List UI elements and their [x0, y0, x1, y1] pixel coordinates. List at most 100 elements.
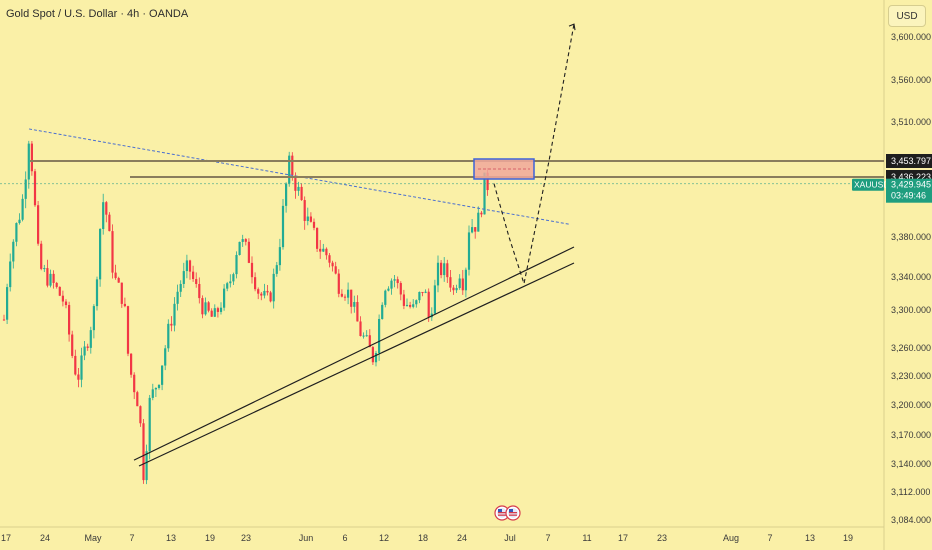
candle-body — [207, 302, 210, 311]
candle-body — [167, 323, 170, 349]
time-tick-label: Aug — [723, 533, 739, 543]
candle-body — [219, 307, 223, 312]
candle-body — [480, 212, 483, 215]
candle-body — [288, 155, 291, 184]
candle-body — [108, 214, 111, 232]
ascending-channel-line-2[interactable] — [138, 262, 575, 467]
time-tick-label: 7 — [545, 533, 550, 543]
candle-body — [483, 172, 486, 215]
price-axis[interactable]: 3,600.000 3,560.000 3,510.000 3,380.000 3,34… — [891, 32, 931, 525]
candle-body — [33, 171, 37, 206]
svg-text:3,436.223: 3,436.223 — [891, 172, 931, 182]
candle-body — [322, 248, 325, 252]
candle-body — [49, 273, 52, 286]
candle-body — [384, 290, 387, 305]
candle-body — [46, 268, 49, 286]
price-level-tag: 3,453.797 — [886, 154, 932, 168]
candle-body — [402, 294, 405, 306]
descending-trendline[interactable] — [28, 128, 570, 225]
time-tick-label: 17 — [1, 533, 11, 543]
time-tick-label: 23 — [657, 533, 667, 543]
price-tick-label: 3,600.000 — [891, 32, 931, 42]
candle-body — [294, 175, 297, 191]
candle-body — [424, 291, 427, 293]
candle-body — [378, 318, 381, 353]
candle-body — [281, 205, 285, 248]
price-tick-label: 3,510.000 — [891, 117, 931, 127]
candle-body — [278, 247, 281, 266]
candle-body — [9, 261, 12, 288]
candle-body — [148, 397, 151, 452]
candle-body — [213, 308, 216, 317]
candle-body — [74, 355, 77, 375]
currency-selector[interactable]: USD — [888, 5, 926, 27]
candle-body — [170, 323, 173, 326]
candle-body — [436, 262, 440, 286]
candle-body — [86, 346, 89, 348]
candle-body — [55, 282, 58, 287]
candle-body — [334, 266, 337, 274]
candle-body — [235, 254, 238, 275]
candle-body — [266, 290, 269, 293]
candle-body — [412, 304, 415, 307]
time-tick-label: 19 — [843, 533, 853, 543]
projected-path[interactable] — [493, 24, 575, 286]
candle-body — [353, 302, 356, 307]
candle-body — [452, 287, 455, 291]
price-tick-label: 3,230.000 — [891, 371, 931, 381]
price-tick-label: 3,170.000 — [891, 430, 931, 440]
candle-body — [142, 423, 145, 481]
candle-body — [381, 304, 384, 319]
candle-body — [117, 278, 120, 283]
candle-body — [443, 263, 446, 276]
candle-body — [77, 374, 80, 380]
candle-body — [303, 200, 306, 221]
candle-body — [297, 186, 300, 191]
candle-body — [316, 227, 319, 249]
symbol-label: XAUUSD — [854, 180, 889, 190]
candle-body — [232, 274, 235, 282]
candle-body — [356, 302, 359, 322]
time-tick-label: 7 — [129, 533, 134, 543]
time-tick-label: 11 — [582, 533, 591, 543]
candle-body — [40, 243, 43, 269]
candle-body — [272, 273, 275, 302]
time-tick-label: 7 — [767, 533, 772, 543]
candle-body — [120, 282, 123, 304]
candle-body — [347, 289, 350, 298]
candle-body — [306, 216, 309, 221]
candle-body — [71, 334, 74, 356]
candle-body — [24, 179, 27, 199]
candle-body — [182, 271, 185, 284]
candle-body — [154, 387, 157, 390]
candle-body — [325, 248, 328, 256]
candle-body — [204, 302, 207, 315]
candle-body — [427, 291, 430, 318]
time-tick-label: 24 — [457, 533, 467, 543]
candle-body — [114, 272, 117, 279]
candle-body — [433, 285, 436, 314]
candle-body — [43, 268, 46, 270]
candle-body — [223, 288, 226, 308]
ascending-channel-line-1[interactable] — [133, 246, 575, 461]
candles — [2, 140, 489, 485]
us-event-icon[interactable] — [505, 505, 521, 521]
candle-body — [111, 231, 114, 273]
candle-body — [260, 293, 263, 296]
candle-body — [164, 348, 167, 366]
candle-body — [263, 290, 266, 296]
candle-body — [52, 273, 55, 283]
time-axis[interactable]: 17 24 May 7 13 19 23 Jun 6 12 18 24 Jul 7 11 17 23 Aug 7 13… — [1, 533, 853, 543]
candle-body — [130, 353, 133, 375]
candle-body — [241, 239, 244, 242]
us-event-icon[interactable] — [494, 505, 510, 521]
candle-body — [68, 305, 71, 335]
candle-body — [195, 279, 198, 285]
candle-body — [343, 296, 347, 298]
time-tick-label: 17 — [618, 533, 628, 543]
time-tick-label: 19 — [205, 533, 215, 543]
time-tick-label: 18 — [418, 533, 428, 543]
price-tick-label: 3,380.000 — [891, 232, 931, 242]
